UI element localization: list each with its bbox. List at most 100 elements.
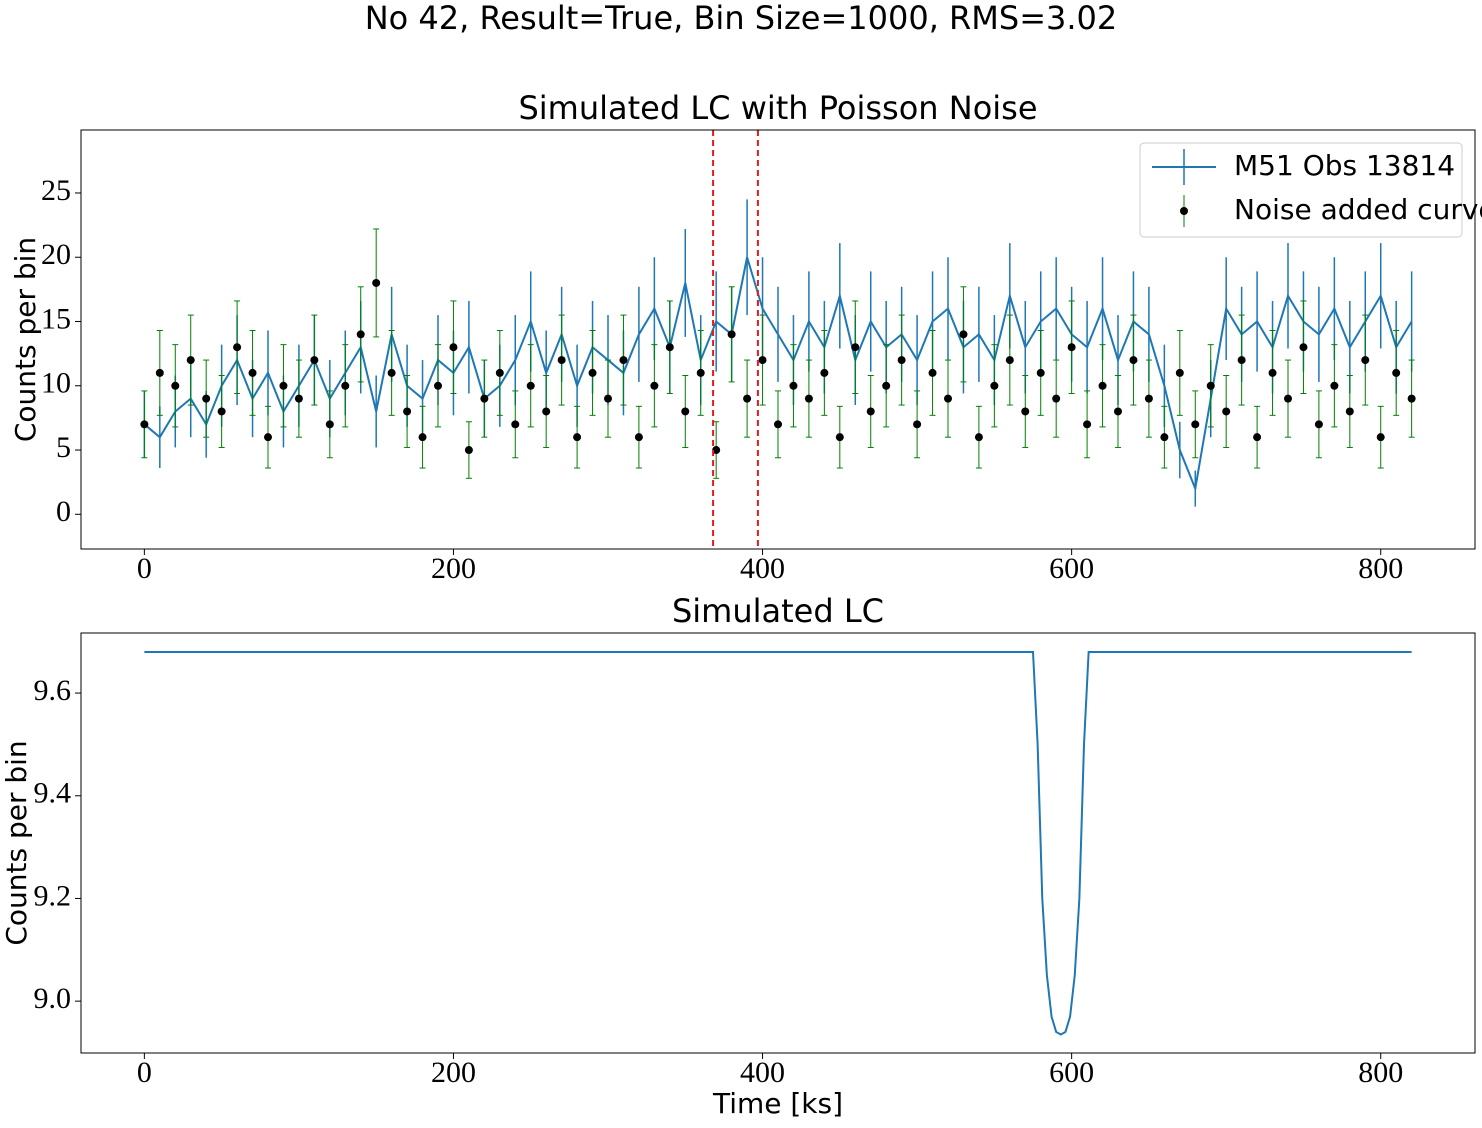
data-point	[944, 394, 952, 403]
data-point	[1314, 420, 1323, 429]
subplot-title: Simulated LC	[672, 592, 884, 630]
data-point	[1222, 407, 1231, 416]
data-point	[1160, 433, 1169, 442]
data-point	[1237, 356, 1246, 365]
data-point	[789, 381, 798, 390]
data-point	[681, 407, 690, 416]
data-point	[712, 446, 721, 455]
y-tick-label: 9.2	[34, 879, 72, 912]
data-point	[1206, 381, 1215, 390]
x-tick-label: 600	[1049, 552, 1094, 585]
data-point	[217, 407, 226, 416]
data-point	[202, 394, 211, 403]
data-point	[155, 368, 164, 377]
y-tick-label: 15	[41, 302, 71, 335]
data-point	[372, 278, 381, 287]
data-point	[758, 356, 767, 365]
data-point	[835, 433, 844, 442]
legend-swatch	[1180, 207, 1188, 215]
data-point	[1299, 343, 1308, 352]
y-tick-label: 9.6	[34, 674, 72, 707]
data-point	[804, 394, 813, 403]
data-point	[356, 330, 365, 339]
data-point	[171, 381, 180, 390]
y-tick-label: 9.0	[34, 982, 72, 1015]
data-point	[279, 381, 288, 390]
x-tick-label: 400	[740, 1056, 785, 1089]
data-point	[1268, 368, 1277, 377]
data-point	[928, 368, 937, 377]
data-point	[1392, 368, 1401, 377]
data-point	[1129, 356, 1138, 365]
data-point	[1067, 343, 1076, 352]
data-point	[186, 356, 195, 365]
y-tick-label: 10	[41, 367, 71, 400]
data-point	[557, 356, 566, 365]
data-point	[588, 368, 597, 377]
data-point	[1361, 356, 1370, 365]
data-point	[1330, 381, 1339, 390]
x-tick-label: 600	[1049, 1056, 1094, 1089]
data-point	[851, 343, 860, 352]
data-point	[882, 381, 891, 390]
data-point	[233, 343, 242, 352]
data-point	[403, 407, 412, 416]
data-line	[143, 256, 1413, 493]
data-point	[665, 343, 674, 352]
data-point	[959, 330, 968, 339]
data-point	[573, 433, 582, 442]
data-point	[1175, 368, 1184, 377]
axes-frame	[80, 632, 1476, 1054]
data-point	[634, 433, 643, 442]
data-point	[1191, 420, 1200, 429]
y-tick-label: 9.4	[34, 777, 72, 810]
data-point	[1144, 394, 1153, 403]
data-point	[1021, 407, 1030, 416]
data-point	[264, 433, 272, 442]
legend-label: Noise added curve	[1234, 193, 1482, 226]
data-point	[1114, 407, 1122, 416]
data-point	[1345, 407, 1354, 416]
data-point	[542, 407, 551, 416]
data-point	[650, 381, 659, 390]
data-point	[464, 446, 473, 455]
x-tick-label: 0	[137, 1056, 152, 1089]
data-point	[1407, 394, 1416, 403]
data-point	[526, 381, 535, 390]
x-tick-label: 800	[1358, 1056, 1403, 1089]
x-axis-label: Time [ks]	[712, 1087, 843, 1120]
axes-frame	[80, 129, 1476, 550]
data-point	[1284, 394, 1292, 403]
y-axis-label: Counts per bin	[0, 740, 33, 945]
subplot-title: Simulated LC with Poisson Noise	[518, 89, 1037, 127]
y-tick-label: 5	[56, 431, 71, 464]
data-point	[1005, 356, 1014, 365]
data-point	[248, 368, 257, 377]
data-point	[866, 407, 875, 416]
x-tick-label: 200	[431, 552, 476, 585]
data-point	[1052, 394, 1061, 403]
data-point	[418, 433, 427, 442]
legend-box	[1139, 142, 1463, 238]
suptitle: No 42, Result=True, Bin Size=1000, RMS=3…	[365, 0, 1118, 37]
y-tick-label: 20	[41, 238, 71, 271]
data-point	[480, 394, 489, 403]
data-point	[310, 356, 319, 365]
legend-label: M51 Obs 13814	[1234, 149, 1455, 182]
data-point	[897, 356, 906, 365]
data-point	[974, 433, 983, 442]
data-point	[990, 381, 999, 390]
y-tick-label: 25	[41, 174, 71, 207]
data-point	[1098, 381, 1107, 390]
data-point	[619, 356, 628, 365]
data-point	[140, 420, 149, 429]
y-tick-label: 0	[56, 495, 71, 528]
data-point	[511, 420, 520, 429]
data-point	[727, 330, 736, 339]
y-axis-label: Counts per bin	[9, 237, 42, 442]
data-point	[495, 368, 504, 377]
data-point	[1253, 433, 1262, 442]
data-point	[434, 381, 442, 390]
data-point	[604, 394, 612, 403]
